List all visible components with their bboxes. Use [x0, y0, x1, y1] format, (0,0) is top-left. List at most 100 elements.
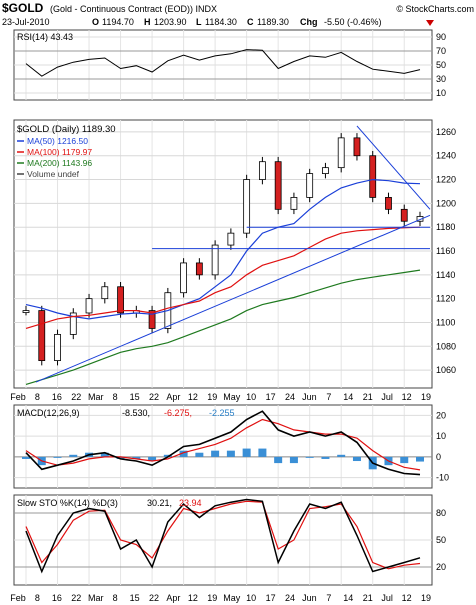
sto-tick-label: 50 [436, 535, 446, 545]
candle-body [400, 208, 408, 222]
candle-body [369, 155, 377, 198]
macd-histogram-bar [226, 450, 235, 457]
candle-body [322, 167, 329, 174]
x-axis-label-bottom: 12 [402, 593, 412, 603]
candle-body [69, 312, 77, 335]
candle-body [148, 310, 156, 329]
x-axis-label: 22 [71, 392, 81, 402]
candle-body [117, 286, 124, 314]
macd-tick-label: 20 [436, 410, 446, 420]
price-tick-label: 1060 [436, 365, 456, 375]
price-tick-label: 1180 [436, 222, 455, 232]
ma-line-3 [25, 269, 421, 385]
rsi-label: RSI(14) 43.43 [17, 32, 73, 42]
x-axis-label: 16 [52, 392, 62, 402]
x-axis-label: 15 [130, 392, 140, 402]
macd-histogram-bar [258, 448, 267, 457]
copyright: © StockCharts.com [396, 4, 474, 14]
x-axis-label-bottom: 12 [188, 593, 198, 603]
legend-entry: MA(100) 1179.97 [27, 147, 92, 157]
open-label: O [92, 17, 99, 27]
x-axis-label-bottom: Mar [88, 593, 104, 603]
open-value: 1194.70 [102, 17, 134, 27]
x-axis-label: 10 [246, 392, 256, 402]
price-tick-label: 1160 [436, 246, 455, 256]
symbol-title: $GOLD [2, 1, 44, 15]
x-axis-label-bottom: 8 [35, 593, 40, 603]
x-axis-label: 17 [266, 392, 276, 402]
low-value: 1184.30 [205, 17, 237, 27]
candle-body [353, 137, 361, 157]
x-axis-label: 21 [363, 392, 373, 402]
candle-body [101, 286, 109, 300]
x-axis-label: Apr [166, 392, 180, 402]
price-tick-label: 1240 [436, 151, 456, 161]
x-axis-label: 7 [326, 392, 331, 402]
chg-value: -5.50 (-0.46%) [324, 17, 382, 27]
price-tick-label: 1100 [436, 317, 455, 327]
sto-d-line [25, 500, 421, 570]
macd-signal-line [25, 418, 421, 471]
candle-body [290, 197, 298, 210]
macd-histogram-bar [400, 456, 409, 464]
macd-histogram-bar [148, 456, 157, 462]
macd-histogram-bar [69, 454, 78, 457]
x-axis-label-bottom: Feb [10, 593, 26, 603]
high-value: 1203.90 [154, 17, 187, 27]
price-tick-label: 1140 [436, 270, 455, 280]
x-axis-label-bottom: 10 [246, 593, 256, 603]
x-axis-label: 14 [343, 392, 353, 402]
x-axis-label: 12 [188, 392, 198, 402]
sto-tick-label: 20 [436, 562, 446, 572]
candle-body [85, 298, 93, 314]
legend-entry: MA(200) 1143.96 [27, 158, 92, 168]
macd-hist-value: -2.255 [209, 408, 235, 418]
x-axis-label: Feb [10, 392, 26, 402]
x-axis-label-bottom: May [223, 593, 241, 603]
candle-body [54, 333, 61, 362]
x-axis-label-bottom: 19 [421, 593, 431, 603]
macd-value: -8.530, [122, 408, 150, 418]
x-axis-label-bottom: 19 [207, 593, 217, 603]
rsi-line [25, 49, 421, 77]
candle-body [38, 310, 46, 362]
sto-label: Slow STO %K(14) %D(3) [17, 498, 118, 508]
trendline-down [356, 125, 431, 210]
x-axis-label: May [223, 392, 241, 402]
x-axis-label-bottom: 8 [113, 593, 118, 603]
x-axis-label-bottom: 22 [71, 593, 81, 603]
macd-histogram-bar [274, 456, 283, 464]
x-axis-label-bottom: 15 [130, 593, 140, 603]
ma-line-1 [25, 178, 421, 320]
macd-histogram-bar [116, 456, 125, 459]
macd-line [25, 410, 421, 476]
macd-histogram-bar [100, 452, 109, 457]
x-axis-label: 22 [149, 392, 159, 402]
candle-body [306, 173, 314, 198]
candle-body [180, 262, 188, 294]
candle-body [258, 161, 266, 180]
macd-tick-label: 0 [436, 452, 441, 462]
x-axis-label: 19 [421, 392, 431, 402]
rsi-tick-label: 90 [436, 32, 446, 42]
x-axis-label-bottom: Apr [166, 593, 180, 603]
candle-body [274, 161, 282, 210]
macd-histogram-bar [352, 456, 361, 462]
ma-line-2 [25, 226, 421, 329]
sto-d-value: 23.94 [179, 498, 202, 508]
down-arrow-icon [426, 20, 434, 26]
macd-histogram-bar [22, 456, 30, 459]
price-tick-label: 1080 [436, 341, 456, 351]
x-axis-label: Jun [302, 392, 317, 402]
rsi-tick-label: 10 [436, 88, 446, 98]
x-axis-label: Jul [381, 392, 393, 402]
x-axis-label-bottom: Jun [302, 593, 317, 603]
sto-k-line [25, 498, 421, 574]
macd-histogram-bar [179, 450, 188, 457]
candle-body [243, 179, 251, 234]
macd-histogram-bar [305, 456, 314, 458]
candle-body [211, 244, 219, 276]
macd-histogram-bar [163, 454, 172, 457]
x-axis-label-bottom: 21 [363, 593, 373, 603]
x-axis-label-bottom: 16 [52, 593, 62, 603]
